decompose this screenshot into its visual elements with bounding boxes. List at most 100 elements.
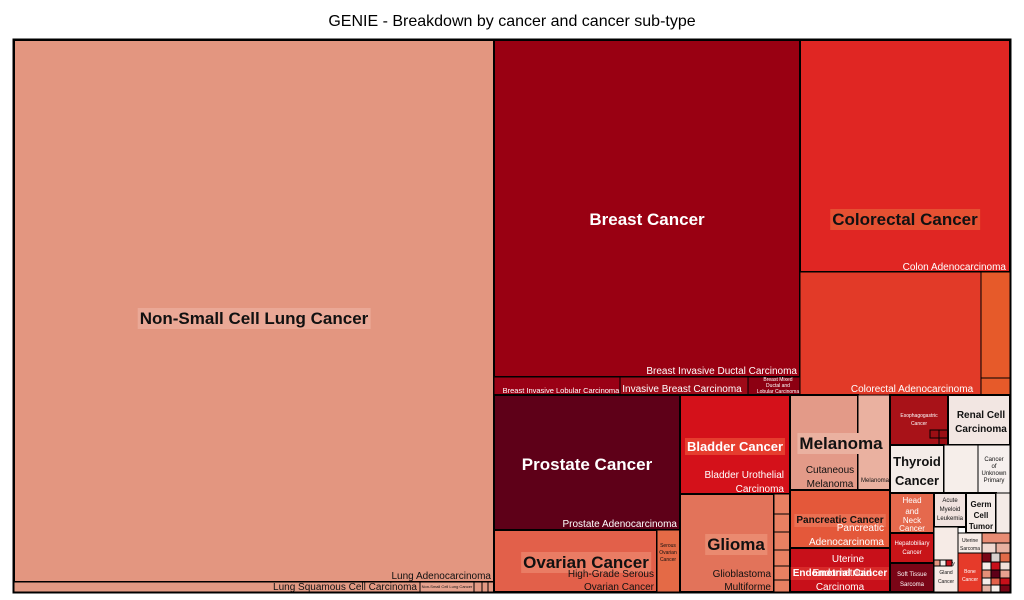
- tile-eso-sub-3: [938, 437, 949, 446]
- tile-lung-other-2: [481, 581, 489, 593]
- header-bladder-label-bg: [684, 438, 786, 455]
- tile-leukemia: [933, 492, 967, 528]
- tile-bone: [957, 552, 983, 593]
- header-colorectal-label-bg: [830, 209, 981, 230]
- header-glioma: Glioma: [707, 535, 765, 554]
- label-leuk-2: Myeloid: [940, 507, 961, 513]
- label-cup-3: Unknown: [981, 471, 1006, 477]
- tile-small-5: [990, 552, 1001, 563]
- tile-small-19: [933, 559, 941, 567]
- tile-colorectal-other-1: [980, 271, 1011, 379]
- header-ovarian-label-bg: [521, 552, 652, 573]
- tile-small-9: [999, 561, 1011, 571]
- label-lung-squam: Lung Squamous Cell Carcinoma: [273, 582, 417, 593]
- label-ov-hgs-1: High-Grade Serous: [568, 569, 654, 580]
- header-breast-label-bg: [587, 209, 708, 230]
- label-thyroid-2: Cancer: [895, 473, 939, 488]
- label-breast-mixed-1: Breast Mixed: [763, 377, 792, 383]
- label-bladder-uro-2: Carcinoma: [736, 484, 785, 495]
- label-sts-2: Sarcoma: [900, 582, 925, 588]
- label-small-2: Gland: [939, 570, 953, 576]
- header-lung: Non-Small Cell Lung Cancer: [140, 309, 369, 328]
- label-germ-2: Cell: [974, 511, 989, 520]
- label-cup-4: Primary: [984, 478, 1005, 484]
- label-thyroid-1: Thyroid: [893, 454, 941, 469]
- header-glioma-label-bg: [705, 534, 768, 555]
- tile-small-13: [981, 577, 992, 586]
- label-lung-nsclc: Non-Small Cell Lung Cancer: [422, 584, 473, 589]
- header-colorectal: Colorectal Cancer: [832, 210, 978, 229]
- tile-small-6: [999, 552, 1011, 563]
- tile-small-8: [990, 561, 1001, 571]
- label-bladder-uro-1: Bladder Urothelial: [705, 470, 785, 481]
- header-prostate-label-bg: [519, 454, 655, 475]
- tile-cup: [977, 444, 1011, 494]
- label-hepato-1: Hepatobiliary: [894, 541, 929, 547]
- label-hn-3: Neck: [903, 516, 922, 525]
- label-leuk-1: Acute: [942, 498, 958, 504]
- label-sts-1: Soft Tissue: [897, 572, 927, 578]
- tile-small-11: [990, 569, 1001, 579]
- label-mel-other: Melanoma: [861, 478, 890, 484]
- header-lung-label-bg: [137, 308, 371, 329]
- tile-breast-idc: [493, 39, 801, 378]
- label-ov-serous-1: Serous: [660, 543, 676, 549]
- tile-lung-other-1: [473, 581, 483, 593]
- label-breast-mixed-2: Ductal and: [766, 383, 790, 389]
- label-eso-2: Cancer: [911, 421, 927, 427]
- label-germ-3: Tumor: [969, 522, 993, 531]
- label-lung-adeno: Lung Adenocarcinoma: [391, 571, 491, 582]
- label-ov-serous-2: Ovarian: [659, 550, 677, 556]
- label-uterine-1: Uterine: [962, 538, 978, 544]
- label-cup-2: of: [991, 464, 996, 470]
- tile-small-15: [999, 577, 1011, 586]
- header-pancreatic: Pancreatic Cancer: [796, 515, 883, 526]
- label-endo-3: Carcinoma: [816, 582, 865, 593]
- tile-colon-adeno: [799, 39, 1011, 273]
- label-glioma-gbm-1: Glioblastoma: [713, 569, 772, 580]
- tile-small-7: [981, 561, 992, 571]
- tile-small-3: [995, 542, 1011, 554]
- label-cup-1: Cancer: [984, 457, 1003, 463]
- header-melanoma: Melanoma: [799, 434, 883, 453]
- label-renal-1: Renal Cell: [957, 410, 1006, 421]
- label-breast-ilc: Breast Invasive Lobular Carcinoma: [503, 386, 621, 395]
- tile-small-10: [981, 569, 992, 579]
- tile-small-18: [999, 584, 1011, 593]
- label-hn-1: Head: [902, 496, 921, 505]
- label-bone-2: Cancer: [962, 577, 978, 583]
- tile-germ-cell: [965, 492, 997, 534]
- label-colorectal-adeno: Colorectal Adenocarcinoma: [851, 384, 974, 395]
- label-mel-cut-1: Cutaneous: [806, 465, 854, 476]
- tile-colorectal-other-2: [980, 377, 1011, 396]
- label-hn-4: Cancer: [899, 524, 925, 533]
- label-hn-2: and: [905, 507, 918, 516]
- tile-small-1: [981, 532, 1011, 544]
- label-prostate-adeno: Prostate Adenocarcinoma: [562, 519, 677, 530]
- tile-eso-sub-2: [938, 429, 949, 439]
- tile-small-4: [981, 552, 992, 563]
- header-endometrial-label-bg: [790, 567, 890, 580]
- label-ov-serous-3: Cancer: [660, 557, 676, 563]
- header-pancreatic-label-bg: [794, 514, 886, 527]
- label-ov-hgs-2: Ovarian Cancer: [584, 582, 655, 593]
- tile-small-14: [990, 577, 1001, 586]
- label-colon-adeno: Colon Adenocarcinoma: [903, 262, 1007, 273]
- label-mel-cut-2: Melanoma: [807, 479, 854, 490]
- tile-colorectal-adeno: [799, 271, 982, 396]
- label-eso-1: Esophagogastric: [900, 413, 938, 419]
- label-panc-adeno-2: Adenocarcinoma: [809, 537, 884, 548]
- tile-glioma-6: [773, 579, 791, 593]
- label-breast-ibc: Invasive Breast Carcinoma: [622, 384, 742, 395]
- label-small-3: Cancer: [938, 579, 954, 585]
- tile-small-2: [981, 542, 997, 554]
- label-leuk-3: Leukemia: [937, 516, 964, 522]
- label-endo-2: Endometrioid: [813, 568, 872, 579]
- label-glioma-gbm-2: Multiforme: [724, 582, 771, 593]
- label-bone-1: Bone: [964, 569, 976, 575]
- label-hepato-2: Cancer: [902, 550, 921, 556]
- label-renal-2: Carcinoma: [955, 424, 1007, 435]
- header-prostate: Prostate Cancer: [522, 455, 653, 474]
- header-melanoma-label-bg: [797, 433, 886, 454]
